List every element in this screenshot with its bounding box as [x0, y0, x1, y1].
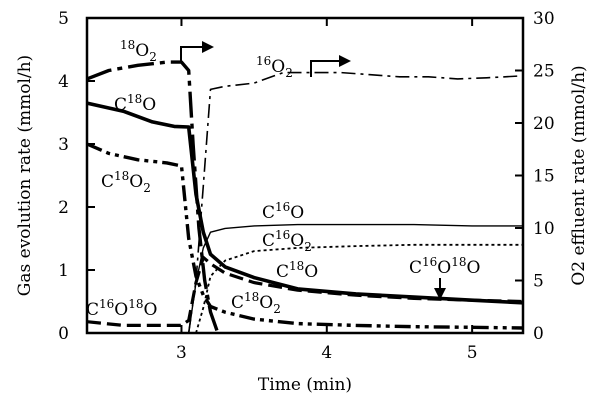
series-line-2 [188, 223, 523, 334]
y-tick-label: 0 [58, 324, 69, 344]
y2-tick-label: 30 [533, 9, 555, 29]
left-y-axis-title: Gas evolution rate (mmol/h) [15, 55, 35, 296]
y2-tick-label: 20 [533, 114, 555, 134]
series-line-3 [195, 243, 523, 334]
series-annotation-3: C18O2 [101, 169, 151, 195]
o18-axis-arrow-head [202, 41, 214, 53]
series-annotation-1: 16O2 [256, 54, 293, 80]
o16-axis-arrow-head [339, 55, 351, 67]
series-line-4 [86, 255, 524, 327]
y-tick-label: 4 [58, 72, 69, 92]
x-tick-label: 5 [467, 343, 478, 363]
series-line-5 [86, 60, 220, 334]
x-tick-label: 4 [321, 343, 332, 363]
c16o18o-pointer-arrow-head [434, 288, 446, 300]
series-annotation-9: C18O2 [231, 290, 281, 316]
y2-tick-label: 0 [533, 324, 544, 344]
y-tick-label: 5 [58, 9, 69, 29]
tick-layer: 3 4 5 0 1 2 3 4 5 0 5 10 15 20 25 30 [58, 9, 554, 363]
series-annotation-2: C18O [114, 92, 156, 115]
series-annotation-4: C16O [262, 200, 304, 223]
right-y-axis-title: O2 effluent rate (mmol/h) [569, 65, 589, 285]
x-tick-label: 3 [176, 343, 187, 363]
y2-tick-label: 10 [533, 219, 555, 239]
series-annotation-5: C16O2 [262, 228, 312, 254]
y-tick-label: 2 [58, 198, 69, 218]
series-annotation-0: 18O2 [120, 38, 157, 64]
series-line-1 [86, 142, 524, 330]
y2-tick-label: 5 [533, 272, 544, 292]
y-tick-label: 1 [58, 261, 69, 281]
annot-layer: 18O2 16O2 C18O C18O2 C16O C16O2 C18O C16O18O C16… [86, 38, 480, 320]
series-annotation-7: C16O18O [409, 255, 480, 278]
series-layer [86, 60, 524, 334]
series-annotation-8: C16O18O [86, 297, 157, 320]
series-annotation-6: C18O [276, 259, 318, 282]
x-axis-title: Time (min) [258, 375, 352, 395]
y2-tick-label: 25 [533, 62, 555, 82]
o16-axis-arrow [310, 60, 339, 77]
o18-axis-arrow [180, 46, 202, 62]
y-tick-label: 3 [58, 135, 69, 155]
y2-tick-label: 15 [533, 167, 555, 187]
